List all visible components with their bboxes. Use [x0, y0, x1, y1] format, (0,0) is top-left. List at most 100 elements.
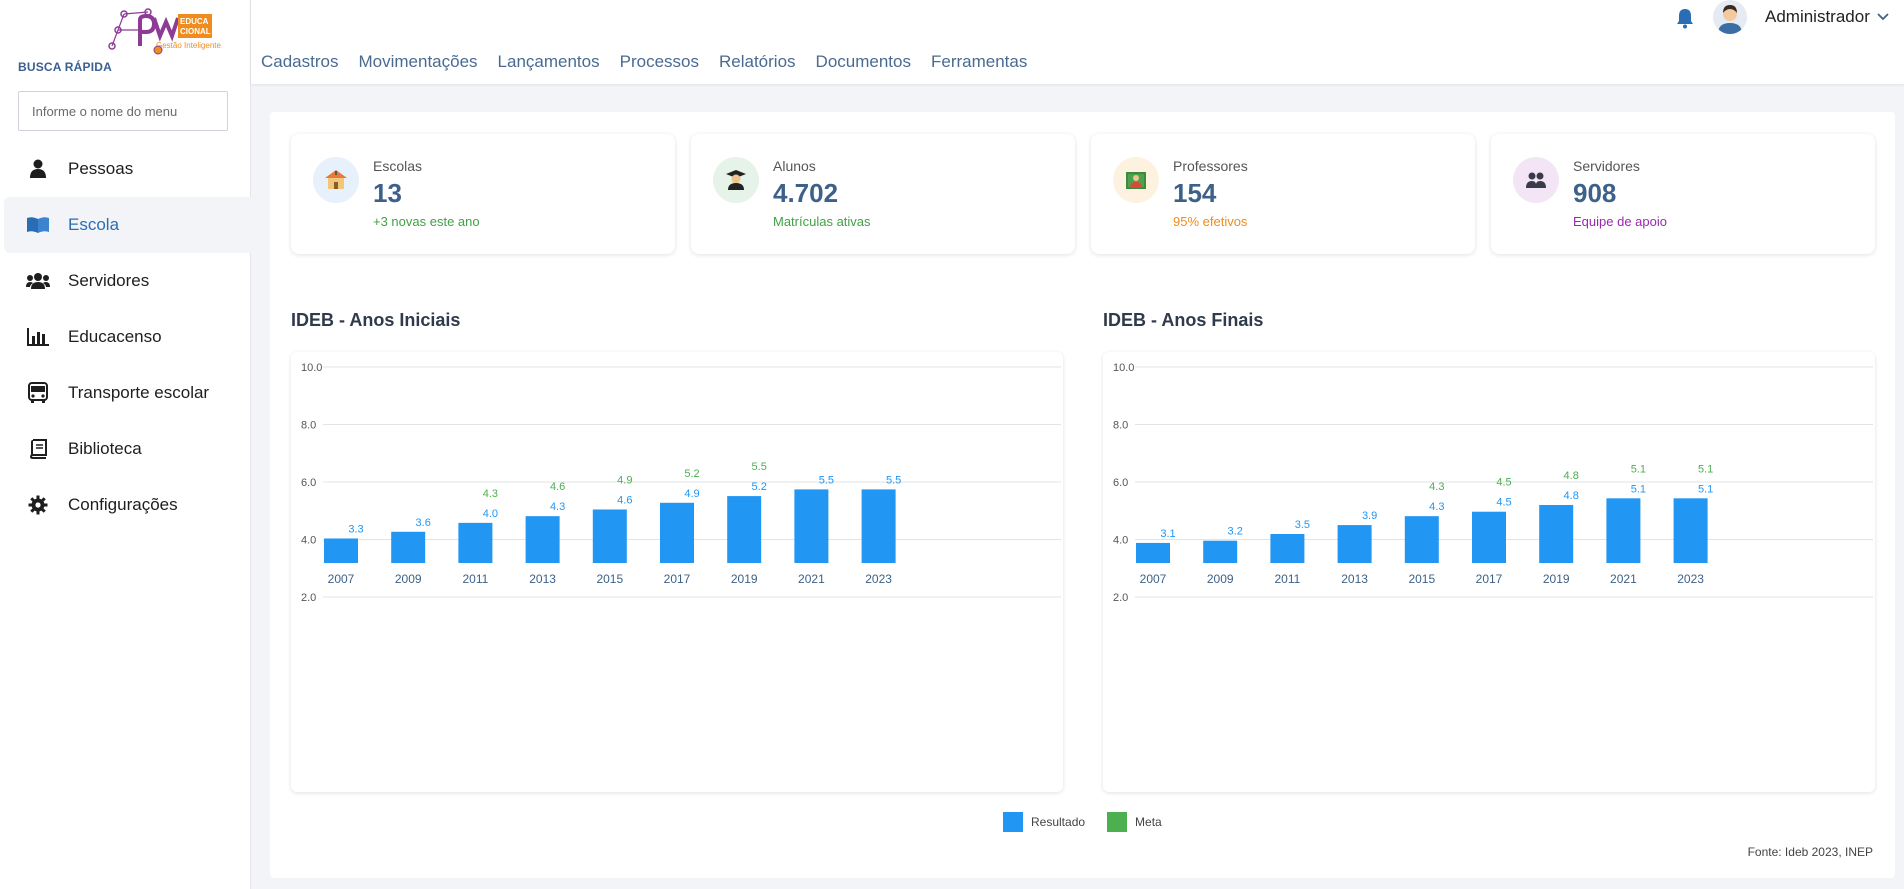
- card-value: 908: [1573, 178, 1617, 208]
- data-label-resultado: 4.0: [483, 508, 498, 520]
- nav-processos[interactable]: Processos: [619, 52, 699, 71]
- svg-text:EDUCA: EDUCA: [180, 17, 209, 26]
- bar-resultado: [660, 502, 694, 563]
- data-label-resultado: 5.5: [819, 474, 834, 486]
- data-label-meta: 4.9: [617, 474, 632, 486]
- bar-resultado: [861, 489, 896, 563]
- sidebar-menu: Pessoas Escola Servidores Educacenso Tra…: [0, 141, 251, 533]
- sidebar-item-configuracoes[interactable]: Configurações: [0, 477, 251, 533]
- chart-anos-finais: 10.0 8.0 6.0 4.0 2.0 3.1 2007 3.2 2009 3.5 2011 3.9…: [1103, 352, 1875, 792]
- x-tick-label: 2009: [395, 572, 422, 586]
- x-tick-label: 2013: [529, 572, 556, 586]
- sidebar-item-servidores[interactable]: Servidores: [0, 253, 251, 309]
- bar-resultado: [592, 509, 627, 563]
- top-bar: Cadastros Movimentações Lançamentos Proc…: [251, 0, 1904, 84]
- avatar[interactable]: [1713, 0, 1747, 34]
- sidebar-item-label: Educacenso: [68, 327, 162, 346]
- sidebar-item-escola[interactable]: Escola: [4, 197, 251, 253]
- data-label-resultado: 4.3: [550, 501, 565, 513]
- library-book-icon: [26, 438, 50, 460]
- data-label-meta: 4.5: [1496, 477, 1511, 489]
- nav-relatorios[interactable]: Relatórios: [719, 52, 796, 71]
- y-tick-label: 10.0: [1113, 362, 1134, 374]
- legend-label: Resultado: [1031, 815, 1086, 829]
- book-icon: [26, 214, 50, 236]
- x-tick-label: 2021: [798, 572, 825, 586]
- sidebar-item-educacenso[interactable]: Educacenso: [0, 309, 251, 365]
- bar-resultado: [391, 531, 426, 563]
- x-tick-label: 2015: [1408, 572, 1435, 586]
- data-label-resultado: 3.6: [416, 517, 431, 529]
- x-tick-label: 2011: [1274, 572, 1300, 586]
- data-label-meta: 5.5: [752, 461, 767, 473]
- bar-chart-icon: [26, 326, 50, 348]
- y-tick-label: 6.0: [1113, 477, 1128, 489]
- legend-item-meta[interactable]: Meta: [1107, 812, 1162, 832]
- x-tick-label: 2007: [1140, 572, 1167, 586]
- sidebar-item-label: Biblioteca: [68, 439, 142, 458]
- data-label-resultado: 4.6: [617, 494, 632, 506]
- dashboard-panel: Escolas 13 +3 novas este ano Alunos 4.70…: [270, 112, 1895, 878]
- card-value: 154: [1173, 178, 1217, 208]
- svg-text:CIONAL: CIONAL: [180, 27, 211, 36]
- card-subtext: Matrículas ativas: [773, 214, 871, 229]
- legend-swatch: [1003, 812, 1023, 832]
- data-label-resultado: 4.3: [1429, 501, 1444, 513]
- user-name[interactable]: Administrador: [1765, 7, 1870, 26]
- y-tick-label: 10.0: [301, 362, 322, 374]
- sidebar-item-biblioteca[interactable]: Biblioteca: [0, 421, 251, 477]
- chart-anos-iniciais: 10.0 8.0 6.0 4.0 2.0 3.3 2007 3.6 2009 4.0 4.3 2011…: [291, 352, 1063, 792]
- chart-svg: 10.0 8.0 6.0 4.0 2.0 3.1 2007 3.2 2009 3.5 2011 3.9…: [1113, 362, 1873, 604]
- card-alunos: Alunos 4.702 Matrículas ativas: [691, 134, 1075, 254]
- data-label-resultado: 3.2: [1228, 526, 1243, 538]
- bar-resultado: [1404, 516, 1439, 563]
- x-tick-label: 2019: [731, 572, 758, 586]
- nav-movimentacoes[interactable]: Movimentações: [358, 52, 478, 71]
- data-label-meta: 4.3: [483, 488, 498, 500]
- x-tick-label: 2021: [1610, 572, 1637, 586]
- sidebar-item-label: Transporte escolar: [68, 383, 210, 402]
- chart-legend: Resultado Meta: [1003, 812, 1184, 832]
- card-professores: Professores 154 95% efetivos: [1091, 134, 1475, 254]
- data-label-resultado: 5.2: [752, 481, 767, 493]
- data-label-resultado: 3.9: [1362, 510, 1377, 522]
- bell-icon[interactable]: [1673, 6, 1697, 30]
- legend-item-resultado[interactable]: Resultado: [1003, 812, 1085, 832]
- card-label: Alunos: [773, 158, 816, 174]
- data-label-resultado: 3.1: [1160, 528, 1175, 540]
- nav-ferramentas[interactable]: Ferramentas: [930, 52, 1028, 71]
- card-subtext: 95% efetivos: [1173, 214, 1248, 229]
- x-tick-label: 2009: [1207, 572, 1234, 586]
- sidebar-item-transporte[interactable]: Transporte escolar: [0, 365, 251, 421]
- x-tick-label: 2015: [596, 572, 623, 586]
- teacher-icon: [1113, 157, 1159, 203]
- sidebar-item-label: Escola: [68, 215, 120, 234]
- card-value: 4.702: [773, 178, 839, 208]
- bar-resultado: [458, 522, 493, 563]
- bar-resultado: [1337, 525, 1372, 563]
- bar-resultado: [1673, 498, 1708, 563]
- bar-resultado: [1472, 511, 1506, 563]
- nav-lancamentos[interactable]: Lançamentos: [497, 52, 600, 71]
- student-icon: [713, 157, 759, 203]
- sidebar-item-pessoas[interactable]: Pessoas: [0, 141, 251, 197]
- logo: EDUCA CIONAL Gestão Inteligente: [108, 6, 230, 56]
- card-value: 13: [373, 178, 402, 208]
- school-icon: [313, 157, 359, 203]
- data-label-resultado: 5.1: [1698, 483, 1713, 495]
- x-tick-label: 2007: [328, 572, 355, 586]
- nav-cadastros[interactable]: Cadastros: [261, 52, 339, 71]
- card-subtext: +3 novas este ano: [373, 214, 480, 229]
- staff-icon: [1513, 157, 1559, 203]
- bar-resultado: [727, 496, 762, 563]
- quick-search-input[interactable]: [18, 91, 228, 131]
- sidebar-item-label: Servidores: [68, 271, 150, 290]
- person-icon: [26, 158, 50, 180]
- x-tick-label: 2017: [664, 572, 691, 586]
- y-tick-label: 4.0: [301, 535, 316, 547]
- x-tick-label: 2023: [1677, 572, 1704, 586]
- chevron-down-icon[interactable]: [1876, 10, 1890, 24]
- nav-documentos[interactable]: Documentos: [815, 52, 911, 71]
- data-label-meta: 4.3: [1429, 481, 1444, 493]
- bus-icon: [26, 382, 50, 404]
